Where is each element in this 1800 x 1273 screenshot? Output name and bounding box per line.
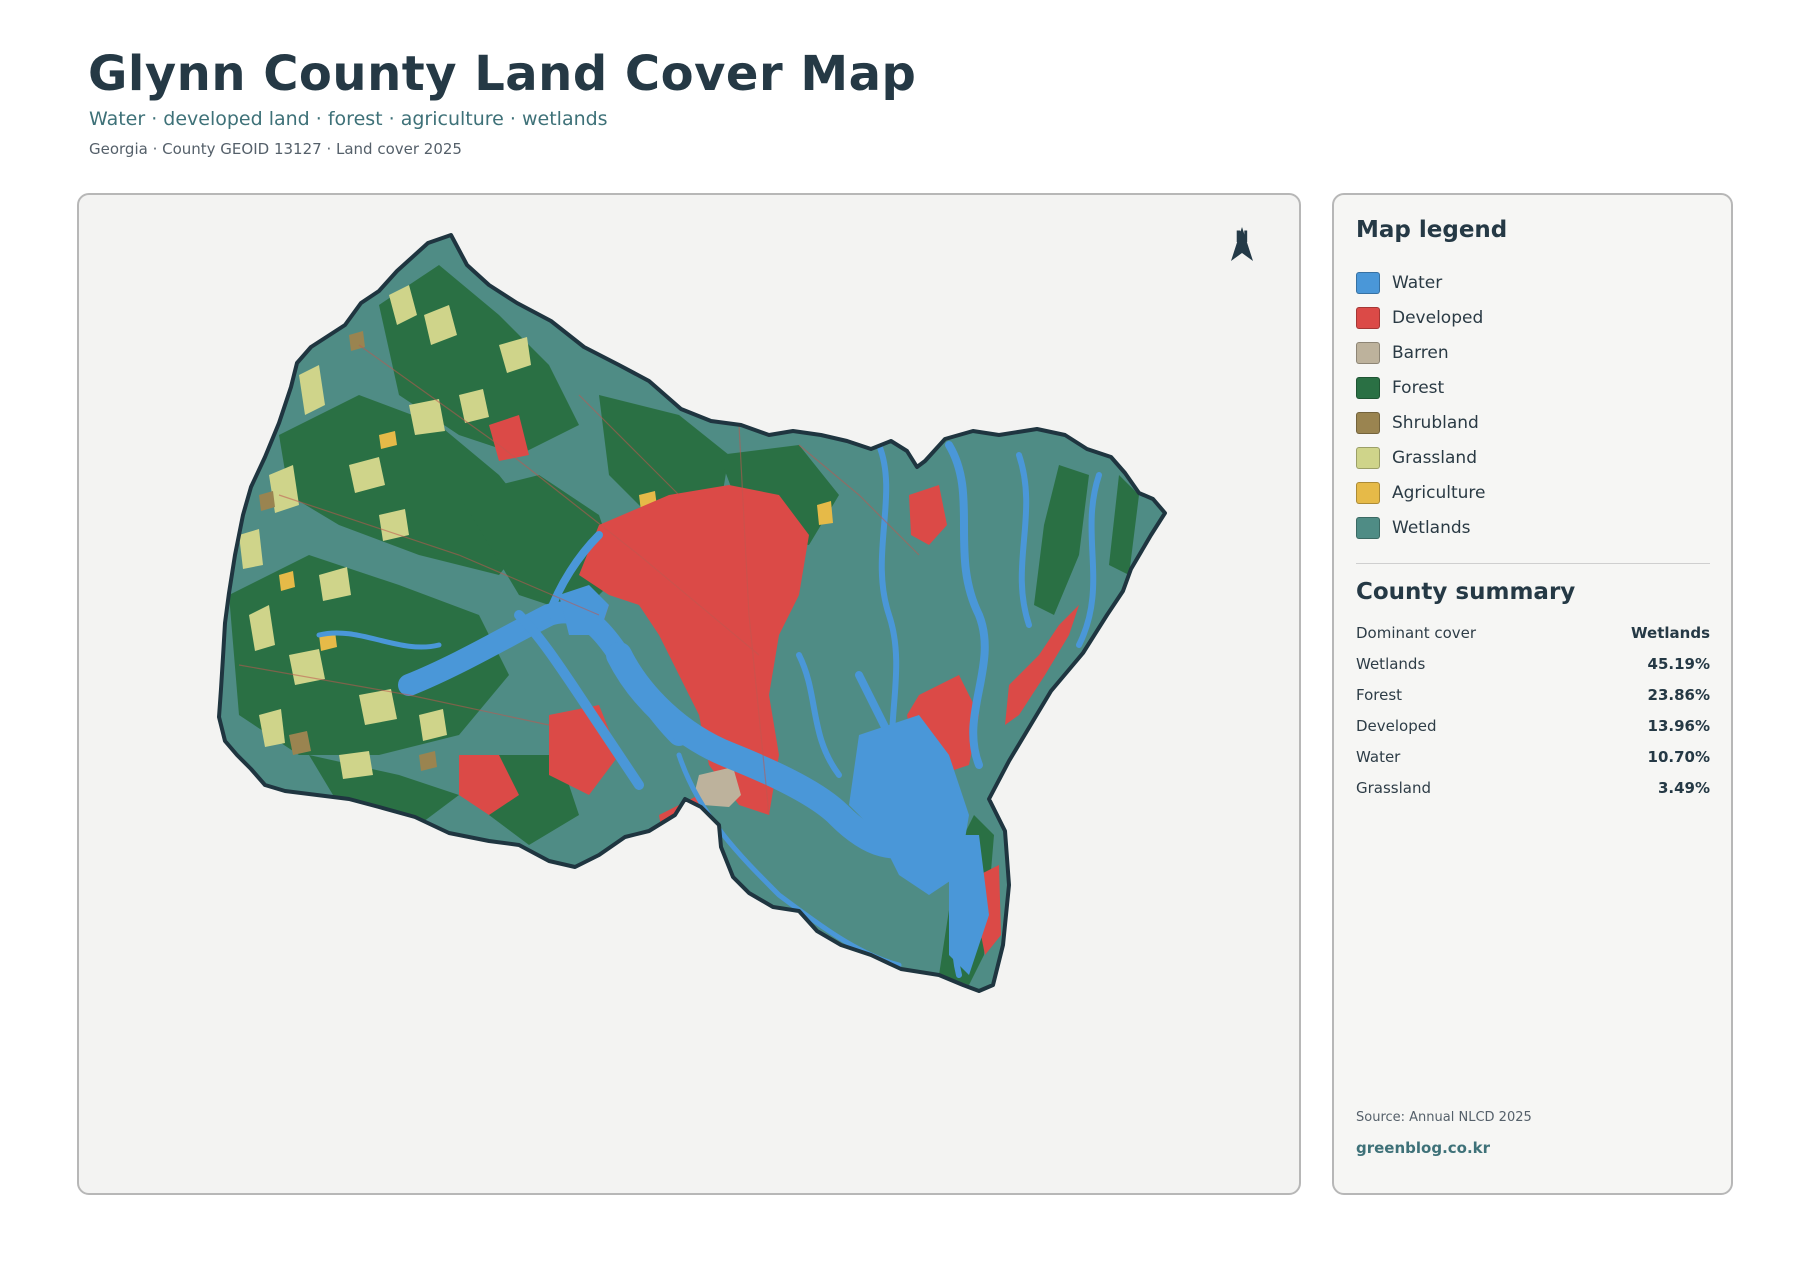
legend-label: Developed bbox=[1392, 307, 1484, 328]
north-arrow-icon bbox=[1231, 227, 1253, 261]
legend-swatch-agriculture bbox=[1356, 481, 1380, 504]
summary-value: 45.19% bbox=[1647, 654, 1710, 673]
summary-key: Grassland bbox=[1356, 778, 1431, 797]
summary-row: Wetlands 45.19% bbox=[1356, 648, 1710, 679]
summary-key: Developed bbox=[1356, 716, 1437, 735]
road-lines bbox=[238, 344, 920, 816]
summary-row: Water 10.70% bbox=[1356, 741, 1710, 772]
legend-item-barren: Barren bbox=[1356, 335, 1486, 370]
legend-label: Agriculture bbox=[1392, 482, 1486, 503]
page-subtitle: Water · developed land · forest · agricu… bbox=[89, 108, 608, 130]
legend-item-forest: Forest bbox=[1356, 370, 1486, 405]
site-link[interactable]: greenblog.co.kr bbox=[1356, 1139, 1491, 1157]
legend-item-shrubland: Shrubland bbox=[1356, 405, 1486, 440]
legend-swatch-shrubland bbox=[1356, 411, 1380, 434]
summary-table: Dominant cover Wetlands Wetlands 45.19% … bbox=[1356, 617, 1710, 803]
north-arrow: N bbox=[1227, 225, 1257, 261]
summary-row: Dominant cover Wetlands bbox=[1356, 617, 1710, 648]
summary-value: 10.70% bbox=[1647, 747, 1710, 766]
summary-row: Developed 13.96% bbox=[1356, 710, 1710, 741]
legend-swatch-forest bbox=[1356, 376, 1380, 399]
legend-swatch-wetlands bbox=[1356, 516, 1380, 539]
shrubland-areas bbox=[259, 331, 437, 771]
map-panel[interactable]: N bbox=[77, 193, 1301, 1195]
legend-label: Forest bbox=[1392, 377, 1445, 398]
legend-swatch-water bbox=[1356, 271, 1380, 294]
legend-swatch-grassland bbox=[1356, 446, 1380, 469]
water-bays bbox=[559, 585, 989, 975]
legend-list: Water Developed Barren Forest Shrubland … bbox=[1356, 265, 1486, 545]
summary-value: 23.86% bbox=[1647, 685, 1710, 704]
summary-title: County summary bbox=[1356, 579, 1576, 605]
county-outline bbox=[217, 233, 1167, 993]
legend-label: Wetlands bbox=[1392, 517, 1471, 538]
summary-key: Water bbox=[1356, 747, 1401, 766]
side-panel: Map legend Water Developed Barren Forest… bbox=[1332, 193, 1733, 1195]
land-cover-map[interactable] bbox=[79, 195, 1301, 1195]
summary-key: Forest bbox=[1356, 685, 1403, 704]
legend-label: Shrubland bbox=[1392, 412, 1479, 433]
summary-value: 3.49% bbox=[1657, 778, 1710, 797]
legend-item-grassland: Grassland bbox=[1356, 440, 1486, 475]
legend-label: Barren bbox=[1392, 342, 1449, 363]
summary-value: Wetlands bbox=[1631, 623, 1710, 642]
legend-item-water: Water bbox=[1356, 265, 1486, 300]
legend-item-wetlands: Wetlands bbox=[1356, 510, 1486, 545]
source-note: Source: Annual NLCD 2025 bbox=[1356, 1110, 1532, 1125]
summary-row: Grassland 3.49% bbox=[1356, 772, 1710, 803]
page-meta: Georgia · County GEOID 13127 · Land cove… bbox=[89, 140, 462, 158]
panel-divider bbox=[1356, 563, 1710, 564]
summary-value: 13.96% bbox=[1647, 716, 1710, 735]
legend-title: Map legend bbox=[1356, 217, 1508, 243]
legend-label: Water bbox=[1392, 272, 1443, 293]
legend-label: Grassland bbox=[1392, 447, 1477, 468]
grassland-areas bbox=[239, 285, 531, 779]
summary-key: Dominant cover bbox=[1356, 623, 1477, 642]
summary-key: Wetlands bbox=[1356, 654, 1426, 673]
summary-row: Forest 23.86% bbox=[1356, 679, 1710, 710]
page-title: Glynn County Land Cover Map bbox=[88, 46, 917, 102]
legend-item-developed: Developed bbox=[1356, 300, 1486, 335]
land-cover-layers bbox=[229, 265, 1139, 985]
legend-swatch-barren bbox=[1356, 341, 1380, 364]
legend-swatch-developed bbox=[1356, 306, 1380, 329]
legend-item-agriculture: Agriculture bbox=[1356, 475, 1486, 510]
barren-areas bbox=[695, 767, 741, 807]
